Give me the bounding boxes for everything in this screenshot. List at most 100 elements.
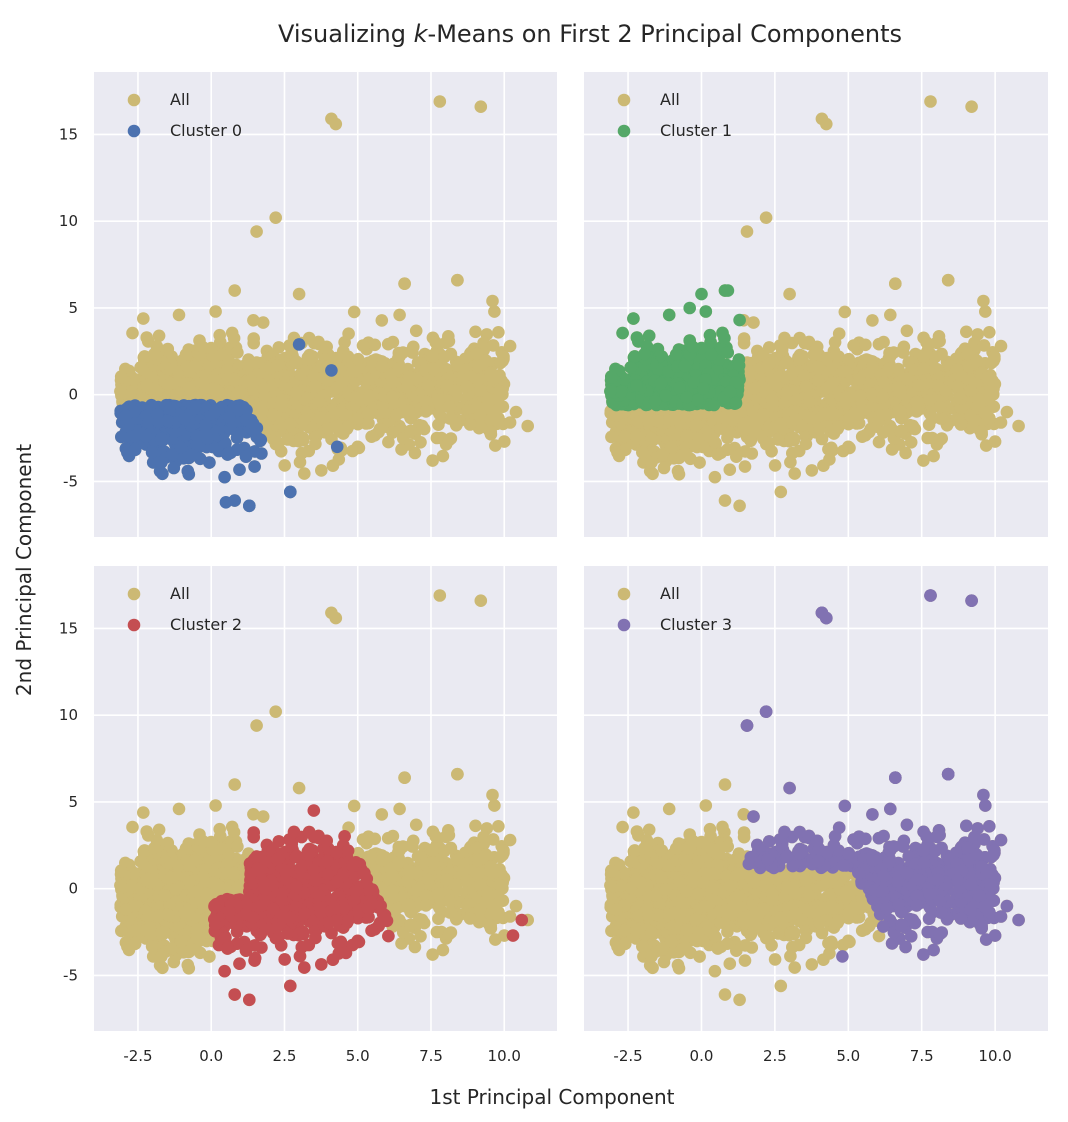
- point-all: [361, 408, 375, 421]
- point-all: [409, 324, 423, 338]
- point-all: [473, 409, 486, 423]
- point-all: [225, 326, 239, 340]
- point-all: [347, 305, 361, 319]
- point-cluster: [163, 404, 176, 418]
- point-all: [351, 440, 365, 454]
- point-all: [346, 365, 359, 378]
- point-cluster: [223, 411, 236, 424]
- point-cluster: [248, 460, 261, 473]
- point-all: [927, 449, 940, 463]
- point-all: [503, 339, 517, 353]
- points: [604, 95, 1025, 513]
- point-all: [352, 412, 365, 425]
- y-tick-label: 0: [68, 386, 78, 404]
- point-all: [332, 453, 346, 466]
- title-part-2: -Means on First 2 Principal Components: [428, 20, 902, 48]
- point-all: [426, 350, 440, 363]
- point-all: [196, 340, 210, 354]
- point-all: [832, 350, 845, 364]
- point-all: [872, 337, 886, 351]
- point-all: [474, 418, 488, 432]
- point-all: [188, 360, 201, 373]
- point-all: [474, 100, 488, 113]
- point-all: [521, 419, 534, 433]
- point-all: [247, 314, 260, 327]
- point-all: [182, 381, 196, 395]
- title-part-k: k: [414, 20, 429, 48]
- point-cluster: [178, 412, 191, 426]
- figure-title: Visualizing k-Means on First 2 Principal…: [278, 20, 902, 48]
- point-all: [477, 336, 490, 350]
- point-all: [438, 350, 451, 364]
- point-cluster: [208, 406, 221, 419]
- y-tick-label: 10: [59, 212, 78, 230]
- point-all: [771, 433, 785, 446]
- point-cluster: [218, 470, 231, 484]
- point-all: [250, 225, 263, 238]
- point-all: [646, 467, 659, 481]
- point-cluster: [139, 429, 153, 443]
- point-cluster: [190, 429, 204, 443]
- point-all: [330, 381, 344, 395]
- point-all: [444, 411, 457, 425]
- point-all: [322, 422, 336, 436]
- point-all: [283, 417, 297, 431]
- point-all: [292, 287, 306, 301]
- point-all: [396, 346, 410, 359]
- point-all: [342, 327, 355, 341]
- point-all: [356, 339, 370, 352]
- point-all: [341, 420, 354, 434]
- point-all: [307, 369, 320, 383]
- point-all: [126, 326, 139, 340]
- point-all: [494, 356, 507, 370]
- points: [114, 95, 534, 513]
- point-all: [281, 433, 295, 446]
- point-all: [398, 277, 411, 291]
- point-all: [884, 308, 897, 322]
- point-cluster: [161, 414, 175, 428]
- point-all: [230, 375, 243, 389]
- point-all: [330, 351, 343, 365]
- point-all: [414, 436, 427, 449]
- point-all: [312, 395, 326, 409]
- point-all: [421, 379, 435, 392]
- point-all: [768, 459, 782, 472]
- point-cluster: [199, 419, 212, 432]
- point-cluster: [221, 448, 234, 461]
- point-all: [309, 380, 323, 394]
- point-cluster: [156, 467, 169, 481]
- point-all: [294, 368, 307, 381]
- x-axis-title: 1st Principal Component: [429, 1085, 674, 1109]
- point-all: [419, 405, 433, 418]
- point-all: [935, 411, 948, 425]
- point-cluster: [155, 432, 168, 446]
- point-all: [498, 435, 511, 448]
- point-all: [730, 450, 743, 464]
- point-all: [314, 411, 327, 425]
- point-cluster: [330, 440, 344, 454]
- point-all: [247, 336, 260, 350]
- point-all: [231, 346, 244, 359]
- point-all: [490, 371, 503, 385]
- point-all: [463, 418, 477, 431]
- point-cluster: [189, 400, 202, 414]
- point-all: [228, 284, 241, 297]
- point-all: [979, 305, 992, 318]
- point-all: [386, 375, 400, 389]
- point-cluster: [145, 446, 159, 459]
- point-all: [233, 385, 247, 398]
- point-all: [373, 422, 387, 436]
- point-cluster: [246, 417, 260, 430]
- point-all: [825, 441, 838, 455]
- point-all: [872, 435, 886, 449]
- point-all: [788, 467, 801, 480]
- point-all: [255, 405, 269, 418]
- point-all: [400, 380, 414, 394]
- point-all: [977, 339, 991, 352]
- point-all: [256, 316, 270, 329]
- point-all: [290, 386, 303, 399]
- point-all: [778, 331, 791, 345]
- point-cluster: [185, 448, 198, 462]
- point-all: [375, 314, 389, 327]
- point-all: [451, 273, 464, 287]
